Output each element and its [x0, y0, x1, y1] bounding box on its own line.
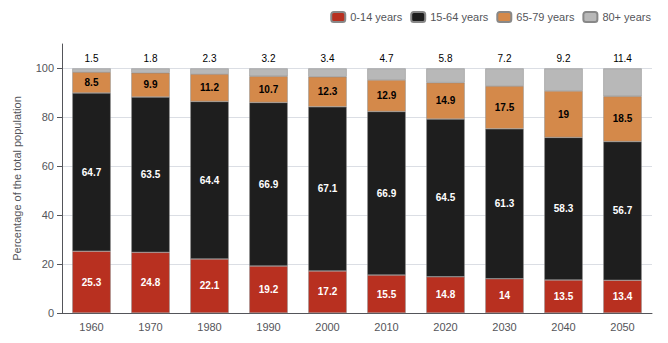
svg-text:66.9: 66.9 — [259, 179, 279, 190]
svg-text:63.5: 63.5 — [141, 169, 161, 180]
svg-text:66.9: 66.9 — [377, 188, 397, 199]
svg-text:1990: 1990 — [256, 321, 280, 333]
svg-text:8.5: 8.5 — [85, 77, 99, 88]
svg-text:1970: 1970 — [138, 321, 162, 333]
svg-text:58.3: 58.3 — [554, 203, 574, 214]
svg-text:12.3: 12.3 — [318, 86, 338, 97]
svg-text:9.9: 9.9 — [144, 79, 158, 90]
svg-text:3.4: 3.4 — [321, 53, 335, 64]
svg-text:2050: 2050 — [610, 321, 634, 333]
svg-text:1980: 1980 — [197, 321, 221, 333]
svg-text:64.4: 64.4 — [200, 175, 220, 186]
svg-text:2040: 2040 — [551, 321, 575, 333]
svg-text:10.7: 10.7 — [259, 84, 279, 95]
svg-text:14.8: 14.8 — [436, 289, 456, 300]
svg-text:1.8: 1.8 — [144, 53, 158, 64]
svg-text:1.5: 1.5 — [85, 53, 99, 64]
svg-text:13.4: 13.4 — [613, 291, 633, 302]
svg-text:2030: 2030 — [492, 321, 516, 333]
svg-text:17.2: 17.2 — [318, 286, 338, 297]
svg-text:4.7: 4.7 — [380, 53, 394, 64]
svg-text:80: 80 — [42, 111, 54, 123]
svg-text:64.5: 64.5 — [436, 192, 456, 203]
svg-text:25.3: 25.3 — [82, 277, 102, 288]
svg-text:15.5: 15.5 — [377, 289, 397, 300]
svg-text:11.4: 11.4 — [613, 53, 632, 64]
svg-text:20: 20 — [42, 258, 54, 270]
svg-text:64.7: 64.7 — [82, 167, 102, 178]
svg-text:2.3: 2.3 — [203, 53, 217, 64]
svg-text:15-64 years: 15-64 years — [430, 11, 489, 23]
svg-text:1960: 1960 — [79, 321, 103, 333]
svg-text:13.5: 13.5 — [554, 291, 574, 302]
svg-text:2020: 2020 — [433, 321, 457, 333]
svg-text:19: 19 — [558, 109, 570, 120]
svg-text:56.7: 56.7 — [613, 205, 633, 216]
svg-text:2010: 2010 — [374, 321, 398, 333]
svg-text:80+ years: 80+ years — [602, 11, 651, 23]
svg-text:60: 60 — [42, 160, 54, 172]
svg-text:22.1: 22.1 — [200, 280, 220, 291]
svg-text:65-79 years: 65-79 years — [516, 11, 575, 23]
svg-text:61.3: 61.3 — [495, 198, 515, 209]
svg-text:14.9: 14.9 — [436, 95, 456, 106]
svg-text:2000: 2000 — [315, 321, 339, 333]
svg-text:9.2: 9.2 — [557, 53, 571, 64]
svg-text:40: 40 — [42, 209, 54, 221]
svg-text:11.2: 11.2 — [200, 82, 219, 93]
svg-text:100: 100 — [36, 62, 54, 74]
svg-text:14: 14 — [499, 290, 511, 301]
svg-text:12.9: 12.9 — [377, 90, 397, 101]
svg-text:3.2: 3.2 — [262, 53, 276, 64]
svg-text:0: 0 — [48, 307, 54, 319]
svg-text:19.2: 19.2 — [259, 284, 279, 295]
svg-text:18.5: 18.5 — [613, 113, 633, 124]
svg-text:Percentage of the total popula: Percentage of the total population — [11, 96, 23, 261]
svg-text:0-14 years: 0-14 years — [350, 11, 402, 23]
svg-text:5.8: 5.8 — [439, 53, 453, 64]
svg-text:67.1: 67.1 — [318, 183, 338, 194]
svg-text:17.5: 17.5 — [495, 102, 515, 113]
svg-text:7.2: 7.2 — [498, 53, 512, 64]
svg-text:24.8: 24.8 — [141, 277, 161, 288]
